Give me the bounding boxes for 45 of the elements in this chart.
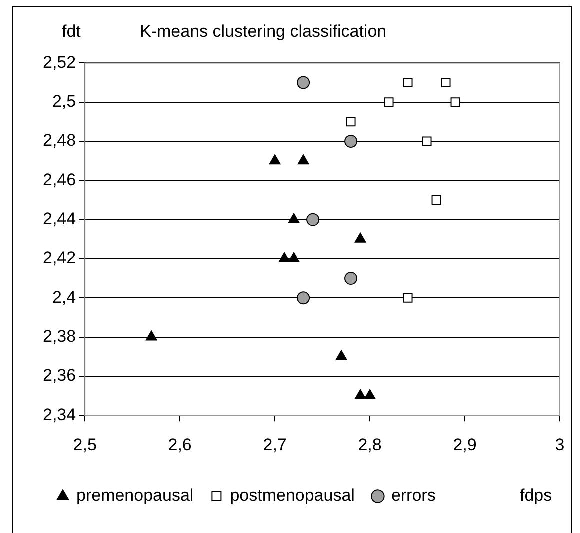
- point: [306, 213, 320, 226]
- y-tick-label: 2,5: [52, 92, 76, 112]
- x-tick-label: 3: [555, 435, 565, 454]
- legend-label: errors: [391, 486, 436, 506]
- point: [422, 136, 432, 146]
- y-tick-label: 2,42: [42, 248, 76, 268]
- point: [344, 135, 358, 148]
- point: [288, 213, 300, 224]
- y-tick-label: 2,34: [42, 405, 76, 424]
- point: [146, 330, 158, 341]
- y-tick-label: 2,46: [42, 170, 76, 190]
- point: [346, 117, 356, 127]
- point: [288, 252, 300, 262]
- point: [336, 350, 348, 360]
- x-tick-label: 2,7: [263, 435, 287, 454]
- x-tick-label: 2,5: [73, 435, 97, 454]
- point: [269, 154, 281, 165]
- point: [403, 78, 413, 88]
- x-tick-label: 2,6: [168, 435, 192, 454]
- legend-label: postmenopausal: [230, 486, 355, 506]
- legend-label: premenopausal: [76, 486, 194, 506]
- point: [298, 154, 310, 165]
- point: [297, 76, 310, 90]
- y-axis-title: fdt: [62, 22, 81, 42]
- x-tick-label: 2,8: [358, 435, 382, 454]
- point: [384, 98, 394, 108]
- point: [354, 232, 366, 243]
- point: [364, 390, 376, 400]
- y-tick-label: 2,36: [42, 366, 76, 386]
- point: [432, 196, 442, 205]
- point: [450, 98, 460, 108]
- point: [354, 390, 366, 400]
- y-tick-label: 2,44: [42, 210, 76, 229]
- y-tick-label: 2,48: [42, 131, 76, 150]
- x-tick-label: 2,9: [453, 435, 477, 454]
- x-axis-title: fdps: [520, 486, 552, 506]
- point: [403, 293, 413, 303]
- y-tick-label: 2,4: [52, 288, 76, 307]
- point: [297, 292, 310, 305]
- chart-title: K-means clustering classification: [140, 22, 387, 42]
- y-tick-label: 2,52: [42, 52, 76, 72]
- point: [344, 272, 358, 286]
- point: [278, 252, 290, 262]
- y-tick-label: 2,38: [42, 326, 76, 346]
- point: [441, 78, 451, 88]
